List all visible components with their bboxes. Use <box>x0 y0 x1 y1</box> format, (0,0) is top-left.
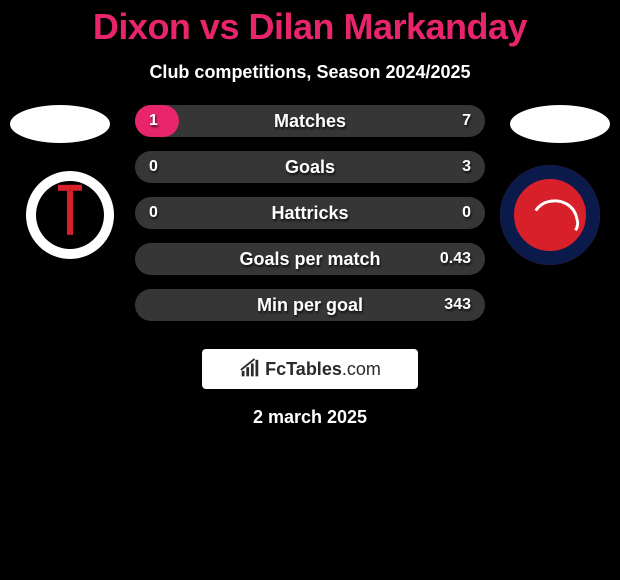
stat-row: Goals per match 0.43 <box>135 243 485 275</box>
stat-label: Goals <box>285 157 335 178</box>
stat-value-left: 0 <box>149 158 158 176</box>
chart-icon <box>239 358 261 380</box>
club-badge-right <box>500 165 600 265</box>
stat-row: Min per goal 343 <box>135 289 485 321</box>
stat-label: Goals per match <box>239 249 380 270</box>
stat-value-left: 1 <box>149 112 158 130</box>
branding-link[interactable]: FcTables.com <box>202 349 418 389</box>
stats-rows: 1 Matches 7 0 Goals 3 0 Hattricks 0 Goals per mat… <box>135 105 485 321</box>
stat-label: Matches <box>274 111 346 132</box>
subtitle: Club competitions, Season 2024/2025 <box>0 62 620 83</box>
stat-label: Min per goal <box>257 295 363 316</box>
stat-row: 0 Goals 3 <box>135 151 485 183</box>
stat-value-right: 0 <box>462 204 471 222</box>
stat-value-left: 0 <box>149 204 158 222</box>
player-left-photo <box>10 105 110 143</box>
branding-text: FcTables.com <box>265 359 381 380</box>
page-title: Dixon vs Dilan Markanday <box>0 0 620 48</box>
comparison-panel: 1 Matches 7 0 Goals 3 0 Hattricks 0 Goals per mat… <box>0 105 620 335</box>
stat-row: 1 Matches 7 <box>135 105 485 137</box>
stat-value-right: 3 <box>462 158 471 176</box>
sword-icon <box>67 191 73 235</box>
stat-value-right: 0.43 <box>440 250 471 268</box>
club-badge-left <box>20 165 120 265</box>
stat-label: Hattricks <box>271 203 348 224</box>
stat-value-right: 343 <box>444 296 471 314</box>
stat-row: 0 Hattricks 0 <box>135 197 485 229</box>
dragon-icon <box>526 191 574 239</box>
match-date: 2 march 2025 <box>0 407 620 428</box>
player-right-photo <box>510 105 610 143</box>
stat-value-right: 7 <box>462 112 471 130</box>
